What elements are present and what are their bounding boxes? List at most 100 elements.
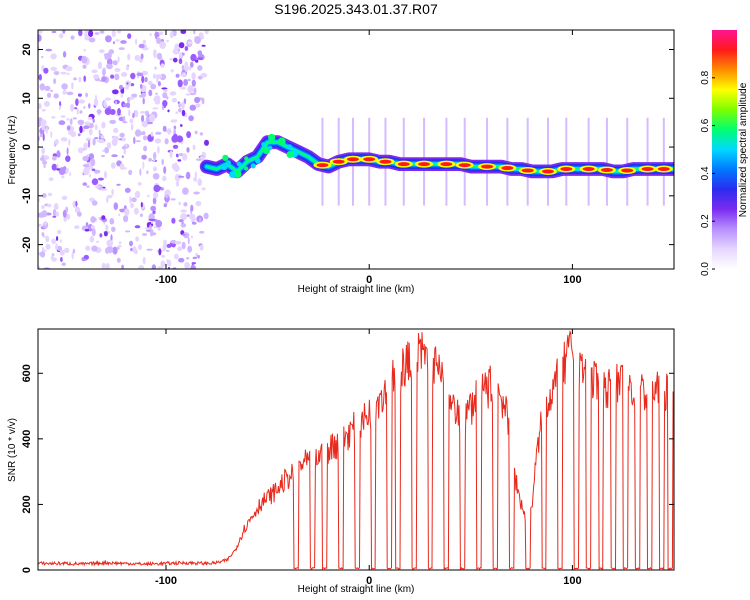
noise-blob <box>173 57 178 63</box>
noise-blob <box>118 241 122 245</box>
noise-blob <box>60 115 66 118</box>
noise-blob <box>195 103 201 108</box>
noise-blob <box>184 64 189 72</box>
noise-blob <box>82 182 88 186</box>
noise-blob <box>75 98 79 106</box>
noise-blob <box>62 30 66 34</box>
noise-blob <box>50 255 54 261</box>
noise-blob <box>66 147 69 155</box>
noise-blob <box>153 191 159 199</box>
y-tick-label: -20 <box>21 237 33 253</box>
noise-blob <box>143 145 148 152</box>
noise-blob <box>165 129 172 134</box>
noise-blob <box>121 145 127 150</box>
noise-blob <box>186 147 190 153</box>
noise-blob <box>111 226 116 232</box>
noise-blob <box>188 66 192 71</box>
noise-blob <box>175 153 179 158</box>
noise-blob <box>54 71 59 76</box>
noise-blob <box>78 99 85 104</box>
noise-blob <box>83 65 86 69</box>
y-tick-label: 0 <box>21 144 33 150</box>
noise-blob <box>185 257 190 260</box>
noise-blob <box>204 139 209 146</box>
noise-blob <box>90 216 96 223</box>
noise-blob <box>175 73 180 78</box>
noise-blob <box>141 120 149 128</box>
noise-blob <box>155 131 162 135</box>
y-tick-label: 600 <box>21 364 33 382</box>
noise-blob <box>41 147 46 155</box>
noise-blob <box>45 243 51 250</box>
noise-blob <box>91 178 99 186</box>
noise-blob <box>163 203 167 208</box>
noise-blob <box>139 94 144 98</box>
noise-blob <box>170 69 174 73</box>
spectrogram-frame <box>37 29 675 270</box>
noise-blob <box>94 169 101 174</box>
noise-blob <box>102 149 105 152</box>
noise-blob <box>134 190 141 199</box>
noise-blob <box>96 240 100 243</box>
peak-mark <box>657 167 670 172</box>
noise-blob <box>151 264 157 269</box>
noise-blob <box>193 177 198 182</box>
noise-blob <box>154 31 158 40</box>
noise-blob <box>130 123 134 131</box>
noise-blob <box>152 210 156 215</box>
noise-blob <box>116 246 120 250</box>
x-tick-label: -100 <box>155 575 177 587</box>
noise-blob <box>66 72 70 75</box>
noise-blob <box>98 49 105 54</box>
noise-blob <box>134 225 141 229</box>
noise-blob <box>153 152 157 160</box>
noise-blob <box>166 40 170 43</box>
noise-blob <box>161 87 168 90</box>
noise-blob <box>190 216 196 222</box>
noise-blob <box>42 249 47 252</box>
noise-blob <box>111 154 118 158</box>
noise-blob <box>91 168 96 172</box>
noise-blob <box>175 180 180 187</box>
noise-blob <box>73 77 77 81</box>
noise-blob <box>85 245 91 251</box>
noise-blob <box>142 39 147 45</box>
noise-blob <box>97 139 105 144</box>
ridge-blob <box>236 161 242 167</box>
noise-blob <box>39 83 46 91</box>
noise-blob <box>43 220 47 226</box>
noise-blob <box>116 257 121 263</box>
noise-blob <box>181 72 187 77</box>
noise-blob <box>132 112 135 119</box>
noise-blob <box>52 215 57 218</box>
noise-blob <box>89 174 91 178</box>
noise-blob <box>141 75 145 84</box>
colorbar-tick-label: 0.0 <box>700 262 711 276</box>
noise-blob <box>60 137 68 142</box>
noise-blob <box>118 213 121 217</box>
noise-blob <box>124 208 130 216</box>
noise-blob <box>100 135 105 139</box>
y-tick-label: 200 <box>21 495 33 513</box>
noise-blob <box>137 182 142 186</box>
noise-blob <box>197 178 202 187</box>
noise-blob <box>66 91 74 96</box>
noise-blob <box>58 104 61 111</box>
noise-blob <box>196 57 203 60</box>
noise-blob <box>187 41 193 45</box>
noise-blob <box>133 207 139 215</box>
noise-blob <box>94 137 99 140</box>
x-tick-label: 100 <box>563 274 581 286</box>
noise-blob <box>113 202 119 210</box>
noise-blob <box>106 196 109 204</box>
noise-blob <box>146 222 150 228</box>
noise-blob <box>192 144 196 151</box>
ridge-blob <box>255 158 261 164</box>
noise-blob <box>45 235 50 243</box>
noise-blob <box>74 225 80 230</box>
noise-blob <box>119 209 123 212</box>
spectrogram-xlabel: Height of straight line (km) <box>298 284 415 295</box>
noise-blob <box>204 30 209 35</box>
noise-blob <box>104 147 109 154</box>
snr-ylabel: SNR (10 * v/v) <box>7 418 18 482</box>
